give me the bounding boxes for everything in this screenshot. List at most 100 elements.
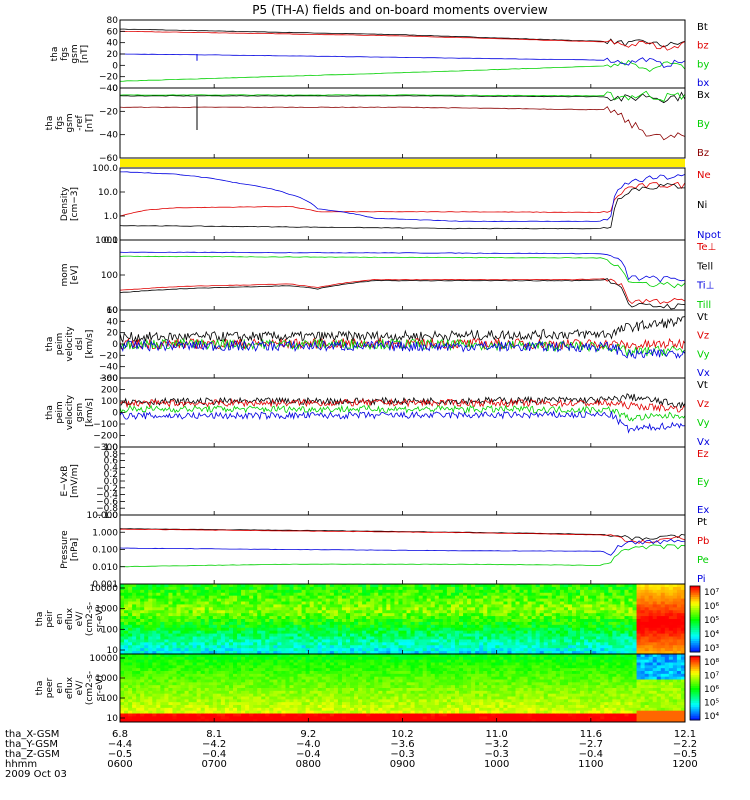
- spectrogram-cell: [277, 604, 282, 608]
- spectrogram-cell: [442, 645, 448, 649]
- spectrogram-cell: [212, 693, 218, 697]
- spectrogram-cell: [511, 589, 516, 594]
- spectrogram-cell: [152, 719, 157, 723]
- spectrogram-cell: [144, 595, 149, 600]
- spectrogram-cell: [346, 654, 351, 658]
- spectrogram-cell: [285, 645, 290, 649]
- spectrogram-cell: [180, 676, 186, 680]
- y-tick-label: 1000: [95, 605, 118, 615]
- spectrogram-cell: [632, 598, 638, 602]
- spectrogram-cell: [228, 607, 234, 611]
- y-tick-label: −1.0: [96, 511, 118, 521]
- spectrogram-cell: [245, 659, 250, 663]
- colorbar-swatch: [690, 588, 700, 591]
- spectrogram-cell: [160, 710, 165, 714]
- y-tick-label: 100: [101, 271, 118, 281]
- spectrogram-cell: [164, 645, 169, 649]
- spectrogram-cell: [475, 595, 480, 600]
- spectrogram-cell: [576, 619, 581, 623]
- spectrogram-cell: [547, 613, 553, 617]
- spectrogram-cell: [289, 710, 295, 714]
- spectrogram-cell: [228, 696, 234, 700]
- spectrogram-cell: [196, 716, 202, 720]
- spectrogram-cell: [644, 639, 650, 643]
- spectrogram-cell: [192, 639, 198, 643]
- spectrogram-cell: [511, 651, 516, 655]
- series-line-Bt: [119, 28, 686, 48]
- spectrogram-cell: [313, 613, 319, 617]
- spectrogram-cell: [503, 651, 508, 655]
- spectrogram-cell: [156, 668, 161, 672]
- spectrogram-cell: [463, 630, 468, 635]
- spectrogram-cell: [245, 645, 250, 649]
- spectrogram-cell: [184, 671, 190, 675]
- spectrogram-cell: [604, 621, 609, 626]
- spectrogram-cell: [164, 616, 169, 620]
- spectrogram-cell: [672, 642, 678, 646]
- spectrogram-cell: [580, 621, 585, 626]
- spectrogram-cell: [495, 627, 500, 632]
- spectrogram-cell: [366, 619, 371, 623]
- spectrogram-cell: [220, 645, 226, 649]
- spectrogram-cell: [333, 716, 339, 720]
- spectrogram-cell: [374, 586, 379, 591]
- spectrogram-cell: [249, 668, 254, 672]
- spectrogram-cell: [640, 624, 646, 629]
- spectrogram-cell: [249, 616, 254, 620]
- spectrogram-cell: [144, 690, 149, 695]
- y-tick-label: 0.8: [104, 450, 119, 460]
- spectrogram-cell: [382, 592, 387, 597]
- spectrogram-cell: [160, 642, 165, 646]
- spectrogram-cell: [220, 707, 226, 712]
- spectrogram-cell: [442, 610, 448, 614]
- spectrogram-cell: [644, 592, 650, 597]
- spectrogram-cell: [309, 589, 315, 594]
- spectrogram-cell: [277, 601, 282, 605]
- spectrogram-cell: [511, 627, 516, 632]
- colorbar-swatch: [690, 592, 700, 596]
- spectrogram-cell: [648, 651, 654, 655]
- series-line-By: [119, 90, 686, 102]
- spectrogram-cell: [450, 621, 456, 626]
- spectrogram-cell: [519, 592, 525, 597]
- spectrogram-cell: [281, 685, 286, 689]
- spectrogram-cell: [184, 616, 190, 620]
- spectrogram-cell: [475, 584, 480, 588]
- spectrogram-cell: [479, 642, 484, 646]
- spectrogram-cell: [309, 676, 315, 680]
- spectrogram-cell: [172, 662, 177, 666]
- spectrogram-cell: [289, 662, 295, 666]
- spectrogram-cell: [370, 604, 375, 608]
- spectrogram-cell: [140, 624, 145, 629]
- spectrogram-cell: [325, 665, 331, 669]
- spectrogram-cell: [644, 584, 650, 588]
- spectrogram-cell: [261, 693, 266, 697]
- spectrogram-cell: [406, 595, 412, 600]
- spectrogram-cell: [325, 676, 331, 680]
- spectrogram-cell: [438, 651, 444, 655]
- spectrogram-cell: [200, 671, 206, 675]
- spectrogram-cell: [563, 624, 569, 629]
- spectrogram-cell: [237, 604, 242, 608]
- spectrogram-cell: [459, 619, 464, 623]
- spectrogram-cell: [265, 616, 270, 620]
- spectrogram-cell: [503, 627, 508, 632]
- spectrogram-cell: [660, 595, 666, 600]
- spectrogram-cell: [672, 624, 678, 629]
- spectrogram-cell: [608, 589, 613, 594]
- spectrogram-cell: [668, 607, 674, 611]
- spectrogram-cell: [136, 662, 141, 666]
- spectrogram-cell: [588, 613, 593, 617]
- spectrogram-cell: [672, 633, 678, 637]
- legend-entry-Tell: Tell: [696, 261, 713, 272]
- spectrogram-cell: [321, 592, 327, 597]
- spectrogram-cell: [156, 633, 161, 637]
- spectrogram-cell: [224, 685, 230, 689]
- spectrogram-cell: [555, 648, 561, 652]
- spectrogram-cell: [527, 604, 533, 608]
- spectrogram-cell: [430, 639, 436, 643]
- spectrogram-cell: [346, 648, 351, 652]
- spectrogram-cell: [592, 639, 597, 643]
- spectrogram-cell: [588, 610, 593, 614]
- spectrogram-cell: [277, 690, 282, 695]
